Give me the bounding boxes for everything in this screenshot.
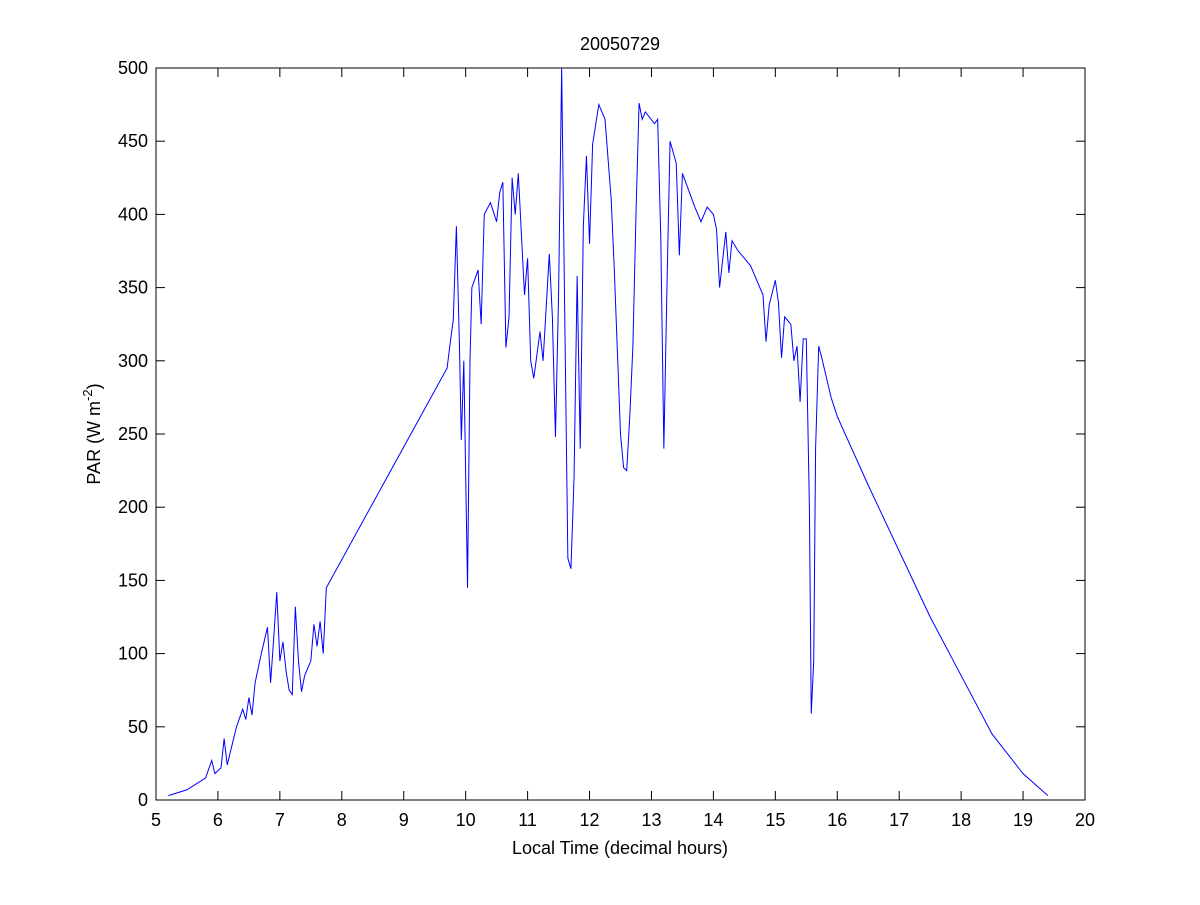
x-tick-label: 13: [641, 810, 661, 830]
y-tick-label: 450: [118, 131, 148, 151]
x-tick-label: 16: [827, 810, 847, 830]
y-label-text: PAR (W m: [84, 401, 104, 485]
data-line: [168, 67, 1049, 797]
chart-title: 20050729: [580, 34, 660, 54]
x-tick-label: 9: [399, 810, 409, 830]
y-tick-label: 200: [118, 497, 148, 517]
x-tick-label: 10: [456, 810, 476, 830]
x-axis-label: Local Time (decimal hours): [512, 838, 728, 858]
y-tick-label: 350: [118, 278, 148, 298]
y-tick-label: 150: [118, 570, 148, 590]
x-tick-label: 19: [1013, 810, 1033, 830]
x-tick-label: 20: [1075, 810, 1095, 830]
y-tick-label: 100: [118, 644, 148, 664]
x-tick-label: 7: [275, 810, 285, 830]
y-tick-label: 500: [118, 58, 148, 78]
x-tick-label: 17: [889, 810, 909, 830]
y-label-end: ): [84, 383, 104, 389]
y-tick-label: 250: [118, 424, 148, 444]
y-tick-label: 0: [138, 790, 148, 810]
y-tick-label: 300: [118, 351, 148, 371]
x-tick-label: 6: [213, 810, 223, 830]
x-tick-label: 5: [151, 810, 161, 830]
x-tick-label: 11: [518, 810, 537, 830]
x-tick-label: 8: [337, 810, 347, 830]
x-tick-label: 14: [703, 810, 723, 830]
y-tick-label: 400: [118, 204, 148, 224]
y-tick-label: 50: [128, 717, 148, 737]
x-tick-label: 15: [765, 810, 785, 830]
y-axis-label: PAR (W m-2): [80, 383, 104, 484]
x-tick-label: 12: [580, 810, 600, 830]
y-label-sup: -2: [80, 389, 95, 401]
x-tick-label: 18: [951, 810, 971, 830]
